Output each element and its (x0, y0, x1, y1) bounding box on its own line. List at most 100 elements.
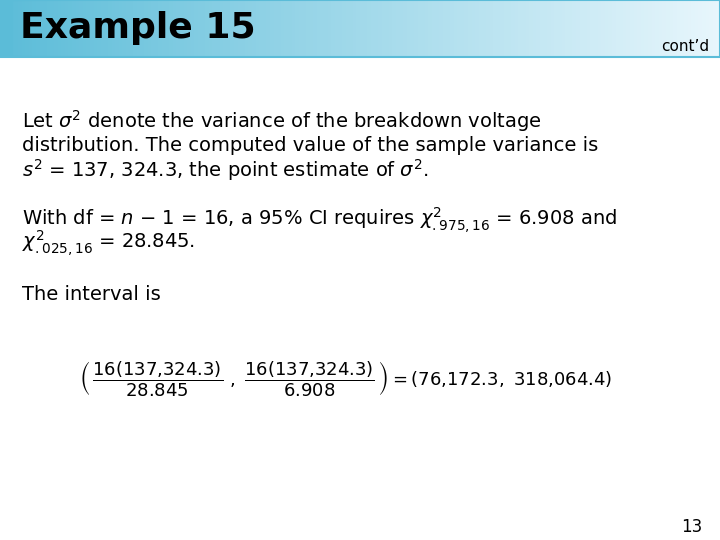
Bar (349, 0, 354, 57)
Bar (137, 0, 141, 57)
Bar (230, 0, 235, 57)
Bar (374, 0, 379, 57)
Bar (320, 0, 325, 57)
Bar (630, 0, 634, 57)
Bar (266, 0, 271, 57)
Bar (551, 0, 555, 57)
Bar (414, 0, 418, 57)
Bar (698, 0, 703, 57)
Bar (25, 0, 30, 57)
Bar (684, 0, 688, 57)
Bar (436, 0, 440, 57)
Bar (641, 0, 645, 57)
Bar (644, 0, 649, 57)
Bar (450, 0, 454, 57)
Bar (328, 0, 332, 57)
Bar (130, 0, 134, 57)
Bar (324, 0, 328, 57)
Bar (446, 0, 451, 57)
Bar (248, 0, 253, 57)
Bar (565, 0, 570, 57)
Bar (108, 0, 112, 57)
Bar (122, 0, 127, 57)
Bar (400, 0, 404, 57)
Bar (659, 0, 663, 57)
Bar (587, 0, 591, 57)
Bar (371, 0, 375, 57)
Bar (407, 0, 411, 57)
Bar (104, 0, 109, 57)
Bar (202, 0, 206, 57)
Text: Let $\sigma^2$ denote the variance of the breakdown voltage: Let $\sigma^2$ denote the variance of th… (22, 109, 541, 134)
Bar (673, 0, 678, 57)
Bar (580, 0, 584, 57)
Bar (554, 0, 559, 57)
Bar (616, 0, 620, 57)
Bar (504, 0, 508, 57)
Bar (518, 0, 523, 57)
Bar (569, 0, 573, 57)
Bar (626, 0, 631, 57)
Text: cont’d: cont’d (661, 39, 709, 54)
Bar (112, 0, 116, 57)
Text: $s^2$ = 137, 324.3, the point estimate of $\sigma^2$.: $s^2$ = 137, 324.3, the point estimate o… (22, 157, 428, 183)
Bar (346, 0, 350, 57)
Bar (695, 0, 699, 57)
Bar (472, 0, 476, 57)
Bar (176, 0, 181, 57)
Bar (252, 0, 256, 57)
Bar (288, 0, 292, 57)
Bar (155, 0, 159, 57)
Bar (148, 0, 152, 57)
Bar (65, 0, 69, 57)
Bar (410, 0, 415, 57)
Bar (187, 0, 192, 57)
Text: With df = $n$ $-$ 1 = 16, a 95% CI requires $\chi^2_{.975,16}$ = 6.908 and: With df = $n$ $-$ 1 = 16, a 95% CI requi… (22, 206, 617, 237)
Bar (598, 0, 602, 57)
Bar (461, 0, 465, 57)
Bar (623, 0, 627, 57)
Bar (61, 0, 66, 57)
Bar (612, 0, 616, 57)
Bar (68, 0, 73, 57)
Bar (634, 0, 638, 57)
Bar (464, 0, 469, 57)
Bar (601, 0, 606, 57)
Bar (40, 0, 44, 57)
Bar (403, 0, 408, 57)
Bar (223, 0, 228, 57)
Bar (540, 0, 544, 57)
Bar (428, 0, 433, 57)
Bar (454, 0, 458, 57)
Bar (234, 0, 238, 57)
Bar (205, 0, 210, 57)
Bar (576, 0, 580, 57)
Bar (335, 0, 339, 57)
Bar (270, 0, 274, 57)
Bar (58, 0, 62, 57)
Bar (490, 0, 494, 57)
Bar (126, 0, 130, 57)
Text: $\left(\, \dfrac{16(137{,}324.3)}{28.845}\ ,\ \dfrac{16(137{,}324.3)}{6.908}\,\r: $\left(\, \dfrac{16(137{,}324.3)}{28.845… (79, 359, 612, 397)
Bar (94, 0, 98, 57)
Bar (475, 0, 480, 57)
Bar (79, 0, 84, 57)
Bar (670, 0, 674, 57)
Bar (76, 0, 80, 57)
Bar (688, 0, 692, 57)
Bar (54, 0, 58, 57)
Bar (382, 0, 386, 57)
Bar (151, 0, 156, 57)
Bar (338, 0, 343, 57)
Bar (140, 0, 145, 57)
Bar (493, 0, 498, 57)
Bar (310, 0, 314, 57)
Bar (572, 0, 577, 57)
Bar (173, 0, 177, 57)
Bar (396, 0, 400, 57)
Bar (36, 0, 40, 57)
Bar (169, 0, 174, 57)
Bar (317, 0, 321, 57)
Bar (295, 0, 300, 57)
Bar (281, 0, 285, 57)
